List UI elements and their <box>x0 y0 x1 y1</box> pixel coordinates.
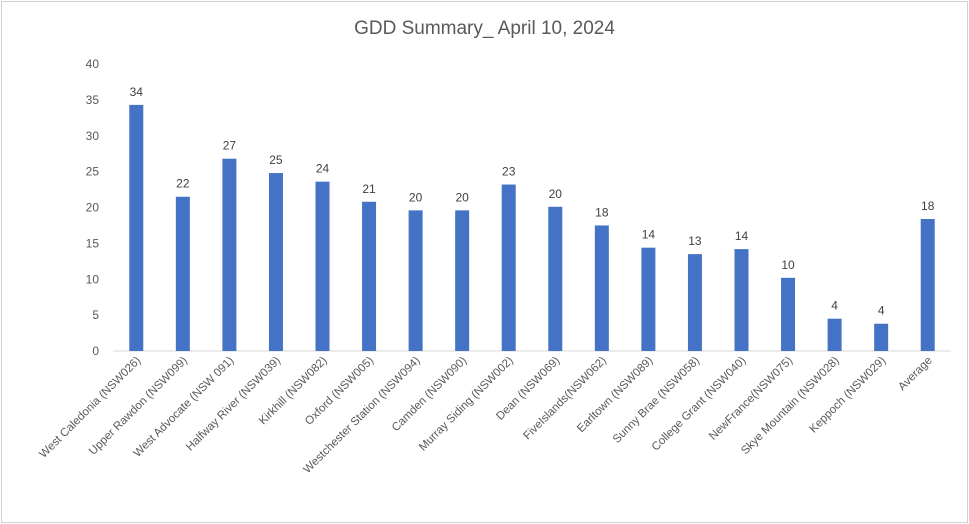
data-label: 18 <box>921 199 935 213</box>
data-label: 21 <box>362 182 376 196</box>
data-label: 34 <box>130 85 144 99</box>
bar <box>781 277 796 351</box>
data-label: 22 <box>176 177 190 191</box>
bar <box>827 318 842 351</box>
bar <box>129 104 144 352</box>
bar <box>222 158 237 351</box>
chart-title: GDD Summary_ April 10, 2024 <box>354 18 615 39</box>
data-labels-group: 34 22 27 25 24 21 20 20 23 20 18 14 13 14 10 4 4 18 <box>130 85 935 318</box>
data-label: 20 <box>409 190 423 204</box>
bars-group <box>129 104 935 352</box>
data-label: 20 <box>549 187 563 201</box>
data-label: 14 <box>735 229 749 243</box>
y-tick-label: 20 <box>86 201 100 215</box>
y-tick-label: 15 <box>86 236 100 250</box>
y-tick-label: 30 <box>86 129 100 143</box>
data-label: 13 <box>688 234 702 248</box>
bar <box>268 173 283 351</box>
bar <box>594 225 609 351</box>
x-tick-label: FiveIslands(NSW062) <box>521 355 609 443</box>
x-tick-label: Murray Siding (NSW002) <box>417 355 516 454</box>
data-label: 27 <box>223 139 237 153</box>
data-label: 23 <box>502 165 516 179</box>
y-tick-label: 35 <box>86 93 100 107</box>
x-tick-label: Halfway River (NSW039) <box>184 355 283 454</box>
y-tick-label: 0 <box>92 344 99 358</box>
data-label: 4 <box>878 304 885 318</box>
data-label: 18 <box>595 205 609 219</box>
y-axis: 0 5 10 15 20 25 30 35 40 <box>86 57 100 358</box>
y-tick-label: 10 <box>86 272 100 286</box>
y-tick-label: 40 <box>86 57 100 71</box>
bar <box>641 247 656 351</box>
x-tick-label: College Grant (NSW040) <box>650 355 749 454</box>
data-label: 25 <box>269 153 283 167</box>
y-tick-label: 25 <box>86 165 100 179</box>
bar <box>687 254 702 351</box>
x-tick-label: Upper Rawdon (NSW099) <box>87 355 190 458</box>
x-tick-label: Average <box>896 355 935 394</box>
bar <box>408 210 423 351</box>
bar <box>734 249 749 351</box>
bar <box>175 196 190 351</box>
bar <box>920 218 935 351</box>
bar <box>362 201 377 351</box>
data-label: 14 <box>642 228 656 242</box>
x-tick-label: Sunny Brae (NSW058) <box>611 355 702 446</box>
bar <box>455 210 470 351</box>
data-label: 4 <box>831 299 838 313</box>
bar <box>548 206 563 351</box>
x-tick-labels-group: West Caledonia (NSW026)Upper Rawdon (NSW… <box>37 355 934 476</box>
x-tick-label: NewFrance(NSW075) <box>707 355 795 443</box>
data-label: 20 <box>455 190 469 204</box>
data-label: 10 <box>781 258 795 272</box>
bar <box>501 184 516 351</box>
bar <box>315 181 330 351</box>
data-label: 24 <box>316 162 330 176</box>
bar <box>874 323 889 351</box>
x-tick-label: Keppoch (NSW029) <box>807 355 888 436</box>
y-tick-label: 5 <box>92 308 99 322</box>
x-tick-label: Skye Mountain (NSW028) <box>739 355 842 458</box>
